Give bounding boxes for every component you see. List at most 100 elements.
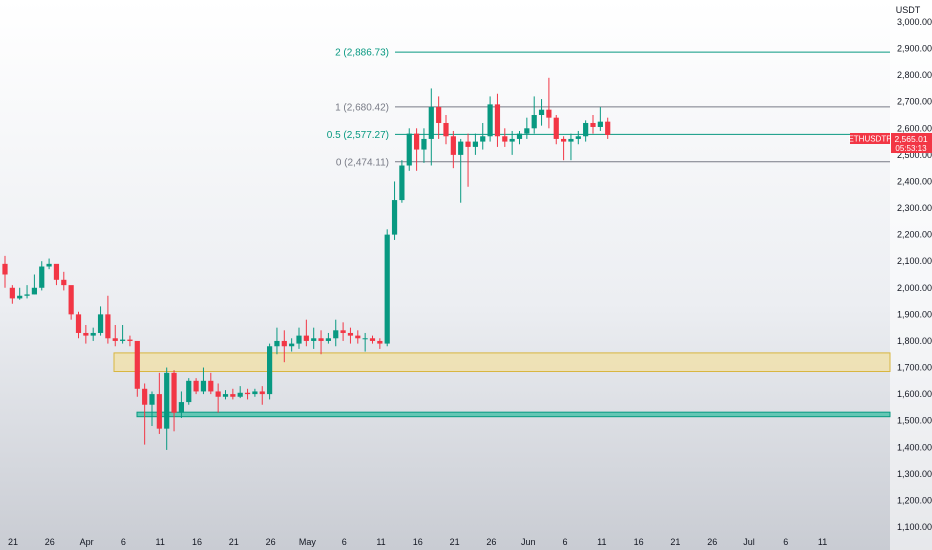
y-tick-label-6: 2,400.00 xyxy=(897,176,932,186)
candle-body-72[interactable] xyxy=(531,115,537,129)
candle-body-9[interactable] xyxy=(68,285,74,315)
candle-body-13[interactable] xyxy=(97,314,104,333)
candle-body-31[interactable] xyxy=(230,394,236,397)
candle-body-22[interactable] xyxy=(164,372,170,429)
candle-body-37[interactable] xyxy=(274,340,280,347)
candle-body-17[interactable] xyxy=(127,339,133,341)
price-axis-panel[interactable] xyxy=(890,0,932,550)
candle-body-10[interactable] xyxy=(75,314,82,333)
resistance-zone[interactable] xyxy=(113,352,891,373)
candle-body-61[interactable] xyxy=(450,136,456,155)
candle-body-56[interactable] xyxy=(414,133,420,150)
candle-body-26[interactable] xyxy=(193,380,199,392)
candle-body-5[interactable] xyxy=(39,266,45,288)
candle-body-74[interactable] xyxy=(546,109,552,118)
candle-body-3[interactable] xyxy=(24,294,30,296)
candle-body-68[interactable] xyxy=(502,136,508,142)
candle-body-0[interactable] xyxy=(2,263,8,275)
candle-body-63[interactable] xyxy=(465,141,471,147)
candle-body-16[interactable] xyxy=(120,339,126,341)
candle-body-41[interactable] xyxy=(303,335,309,341)
candle-body-25[interactable] xyxy=(186,380,192,403)
candle-body-34[interactable] xyxy=(252,391,258,395)
candle-body-14[interactable] xyxy=(105,314,111,339)
candle-body-76[interactable] xyxy=(561,138,567,142)
candle-body-23[interactable] xyxy=(171,372,177,413)
candle-body-38[interactable] xyxy=(281,340,287,347)
candle-body-73[interactable] xyxy=(538,109,545,116)
candle-body-78[interactable] xyxy=(575,136,581,139)
x-tick-label-15: 6 xyxy=(562,537,567,547)
candle-body-82[interactable] xyxy=(605,121,611,135)
candle-body-81[interactable] xyxy=(597,121,603,127)
candle-body-11[interactable] xyxy=(83,332,89,336)
y-tick-label-9: 2,100.00 xyxy=(897,256,932,266)
candle-body-65[interactable] xyxy=(480,136,486,142)
candle-body-71[interactable] xyxy=(524,128,530,134)
candle-body-29[interactable] xyxy=(215,391,221,397)
candle-body-48[interactable] xyxy=(355,335,361,339)
candle-body-67[interactable] xyxy=(494,104,501,137)
candle-body-44[interactable] xyxy=(325,338,331,341)
candle-body-62[interactable] xyxy=(458,141,464,155)
candle-body-15[interactable] xyxy=(112,338,118,341)
candle-body-39[interactable] xyxy=(289,343,295,347)
candle-body-60[interactable] xyxy=(443,122,449,137)
candle-body-69[interactable] xyxy=(509,138,515,142)
candle-body-33[interactable] xyxy=(244,392,251,395)
x-tick-label-2: Apr xyxy=(80,537,94,547)
candle-body-66[interactable] xyxy=(487,104,493,137)
candle-body-19[interactable] xyxy=(142,388,148,405)
candle-body-46[interactable] xyxy=(340,330,346,333)
candle-body-40[interactable] xyxy=(296,335,302,344)
candle-body-35[interactable] xyxy=(259,391,265,395)
x-tick-label-18: 21 xyxy=(670,537,680,547)
candle-body-79[interactable] xyxy=(583,122,589,137)
candle-body-20[interactable] xyxy=(149,394,155,405)
candle-body-53[interactable] xyxy=(391,200,398,235)
candle-body-75[interactable] xyxy=(553,117,559,139)
x-tick-label-14: Jun xyxy=(521,537,536,547)
candle-body-57[interactable] xyxy=(421,138,427,150)
candle-body-8[interactable] xyxy=(61,279,67,286)
x-tick-label-22: 11 xyxy=(818,537,827,547)
x-tick-label-6: 21 xyxy=(229,537,239,547)
candle-body-43[interactable] xyxy=(318,338,324,341)
candle-body-12[interactable] xyxy=(90,332,96,336)
candle-body-50[interactable] xyxy=(369,338,376,341)
candle-body-32[interactable] xyxy=(237,392,243,397)
candle-body-24[interactable] xyxy=(178,402,184,413)
candle-body-2[interactable] xyxy=(17,295,23,299)
x-tick-label-1: 26 xyxy=(45,537,55,547)
candle-body-27[interactable] xyxy=(200,380,207,392)
candle-body-52[interactable] xyxy=(384,234,390,344)
candle-body-4[interactable] xyxy=(31,287,37,295)
candle-body-77[interactable] xyxy=(568,138,574,142)
candle-body-58[interactable] xyxy=(428,107,434,139)
y-tick-label-11: 1,900.00 xyxy=(897,309,932,319)
support-zone[interactable] xyxy=(136,411,891,418)
candle-body-28[interactable] xyxy=(208,380,214,392)
candle-body-49[interactable] xyxy=(362,338,368,340)
candle-body-45[interactable] xyxy=(333,330,339,339)
candle-body-47[interactable] xyxy=(347,332,354,336)
candle-body-6[interactable] xyxy=(46,263,52,267)
candle-body-59[interactable] xyxy=(436,107,442,123)
candle-body-18[interactable] xyxy=(134,340,140,389)
candle-body-64[interactable] xyxy=(472,141,478,147)
candle-body-7[interactable] xyxy=(53,263,60,280)
candle-body-1[interactable] xyxy=(9,287,15,299)
candle-body-42[interactable] xyxy=(311,338,317,341)
x-tick-label-19: 26 xyxy=(707,537,717,547)
candle-body-21[interactable] xyxy=(156,394,162,429)
candle-body-51[interactable] xyxy=(377,340,383,344)
candle-body-55[interactable] xyxy=(406,133,412,166)
candle-body-36[interactable] xyxy=(267,346,273,395)
candle-body-80[interactable] xyxy=(590,122,596,127)
y-tick-label-8: 2,200.00 xyxy=(897,230,932,240)
candle-body-70[interactable] xyxy=(516,133,523,139)
candle-body-54[interactable] xyxy=(399,165,405,201)
candle-body-30[interactable] xyxy=(222,394,229,397)
